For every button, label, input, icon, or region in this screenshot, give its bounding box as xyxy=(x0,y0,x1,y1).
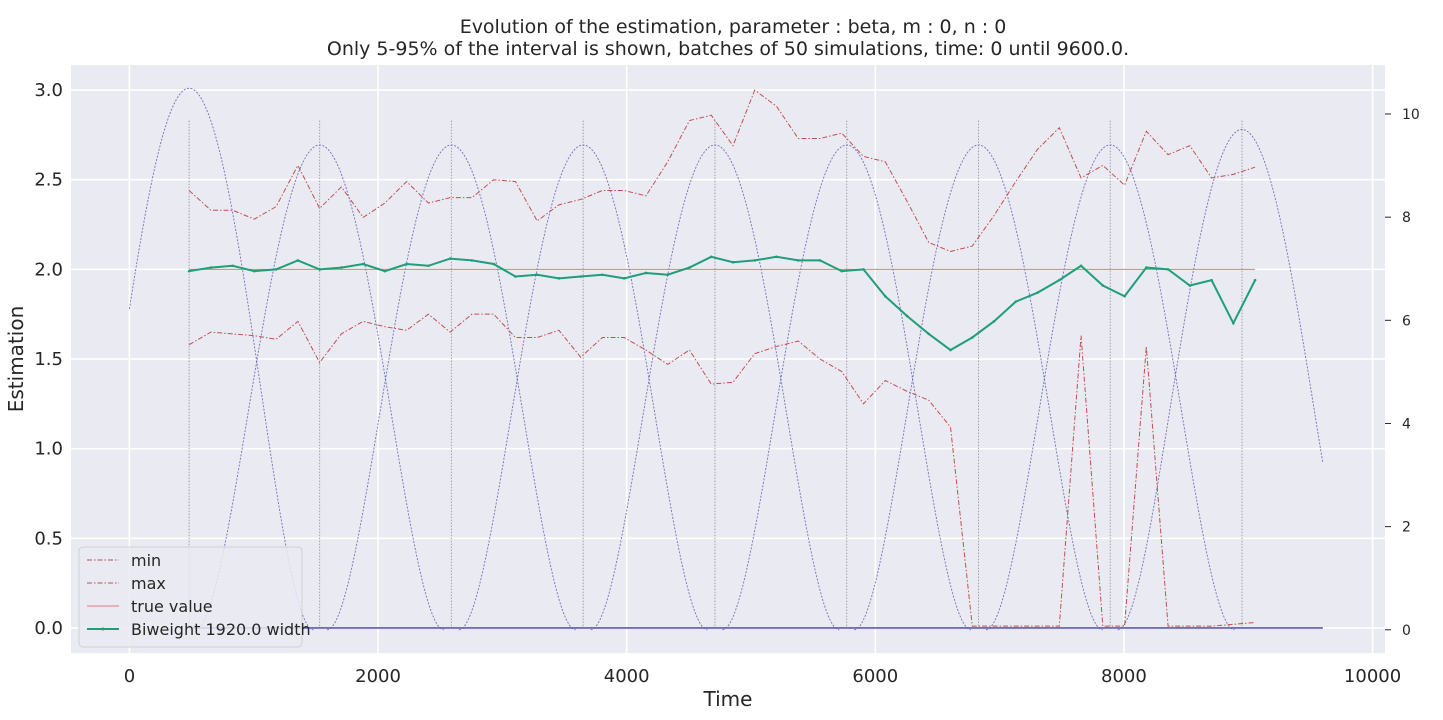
legend-label: min xyxy=(131,551,161,570)
series-line-min xyxy=(188,313,1256,627)
kernel-curve xyxy=(327,144,576,631)
biweight-point xyxy=(992,320,996,323)
biweight-point xyxy=(1145,266,1148,269)
kernel-curve xyxy=(195,144,445,631)
kernel-curve xyxy=(590,144,840,631)
kernel-curve xyxy=(458,144,708,631)
biweight-point xyxy=(1232,321,1235,325)
vertical-markers xyxy=(188,120,1243,628)
x-tick-label: 0 xyxy=(124,666,135,687)
biweight-point xyxy=(1188,284,1192,287)
legend-swatch-marker xyxy=(101,627,105,631)
biweight-point xyxy=(383,269,387,273)
y-tick-label: 1.0 xyxy=(34,439,63,460)
y-tick-label: 1.5 xyxy=(34,349,63,370)
biweight-point xyxy=(927,332,931,336)
biweight-point xyxy=(775,255,778,259)
biweight-point xyxy=(818,259,822,262)
biweight-point xyxy=(709,255,713,259)
biweight-point xyxy=(253,269,256,273)
x-tick-label: 4000 xyxy=(604,666,650,687)
kernel-curve xyxy=(985,144,1235,631)
chart-title: Evolution of the estimation, parameter :… xyxy=(460,16,1007,38)
biweight-point xyxy=(1253,278,1257,282)
biweight-point xyxy=(1101,284,1105,287)
biweight-point xyxy=(318,268,321,271)
y-tick-label: 2.5 xyxy=(34,170,63,191)
chart-subtitle: Only 5-95% of the interval is shown, bat… xyxy=(327,38,1129,60)
kernel-curve xyxy=(854,144,1103,631)
y2-tick-label: 8 xyxy=(1402,210,1411,226)
biweight-point xyxy=(688,266,691,269)
biweight-point xyxy=(970,336,974,339)
biweight-point xyxy=(731,260,735,264)
biweight-point xyxy=(340,266,343,269)
biweight-point xyxy=(557,277,561,280)
biweight-point xyxy=(361,262,365,266)
legend-box xyxy=(78,546,303,648)
series-line-max xyxy=(188,89,1256,252)
biweight-point xyxy=(883,294,887,298)
biweight-point xyxy=(427,264,430,268)
biweight-point xyxy=(535,273,539,277)
y-tick-label: 2.0 xyxy=(34,259,63,280)
biweight-point xyxy=(405,262,408,266)
y2-tick-label: 0 xyxy=(1402,623,1411,639)
kernel-curve xyxy=(722,144,972,631)
biweight-point xyxy=(622,277,626,280)
y2-tick-label: 4 xyxy=(1402,416,1411,432)
kernel-curve xyxy=(128,87,314,631)
y-axis-label: Estimation xyxy=(4,306,28,413)
biweight-point xyxy=(1014,300,1018,303)
y2-tick-label: 10 xyxy=(1402,107,1420,123)
series-lines xyxy=(187,89,1257,627)
legend-label: max xyxy=(131,574,166,593)
biweight-point xyxy=(470,259,474,262)
biweight-point xyxy=(666,273,670,277)
biweight-point xyxy=(796,259,800,262)
biweight-point xyxy=(514,275,517,278)
y2-tick-label: 6 xyxy=(1402,313,1411,329)
biweight-point xyxy=(905,314,909,318)
biweight-point xyxy=(296,259,300,262)
biweight-point xyxy=(1123,294,1126,298)
y-tick-label: 0.5 xyxy=(34,528,63,549)
biweight-point xyxy=(209,266,213,269)
x-tick-label: 10000 xyxy=(1344,666,1401,687)
legend-label: Biweight 1920.0 width xyxy=(131,620,311,639)
biweight-point xyxy=(1079,264,1083,268)
biweight-point xyxy=(579,275,582,278)
series-line-biweight xyxy=(188,255,1256,352)
biweight-point xyxy=(601,273,604,277)
legend-label: true value xyxy=(131,597,213,616)
biweight-point xyxy=(644,271,648,275)
y-tick-label: 0.0 xyxy=(34,618,63,639)
biweight-point xyxy=(862,268,865,271)
biweight-point xyxy=(1057,278,1061,282)
x-tick-label: 6000 xyxy=(852,666,898,687)
y-tick-label: 3.0 xyxy=(34,80,63,101)
biweight-point xyxy=(448,257,452,260)
x-tick-label: 2000 xyxy=(355,666,401,687)
biweight-point xyxy=(274,268,278,271)
biweight-point xyxy=(753,259,757,262)
biweight-point xyxy=(492,262,495,266)
x-axis-label: Time xyxy=(703,687,753,711)
biweight-point xyxy=(949,348,952,352)
x-tick-label: 8000 xyxy=(1101,666,1147,687)
tick-labels: 0 2000 4000 6000 8000 10000 0.0 0.5 1.0 1.5 2.0 2.5… xyxy=(34,80,1419,687)
y2-tick-label: 2 xyxy=(1402,520,1411,536)
biweight-point xyxy=(231,264,234,268)
legend: min max true value Biweight 1920.0 width xyxy=(78,546,311,648)
biweight-point xyxy=(187,269,191,273)
kernel-curves xyxy=(128,87,1324,631)
biweight-point xyxy=(1166,268,1170,271)
biweight-point xyxy=(1210,278,1213,282)
kernel-curve xyxy=(1117,129,1324,631)
biweight-point xyxy=(1036,291,1039,294)
biweight-point xyxy=(840,269,844,273)
